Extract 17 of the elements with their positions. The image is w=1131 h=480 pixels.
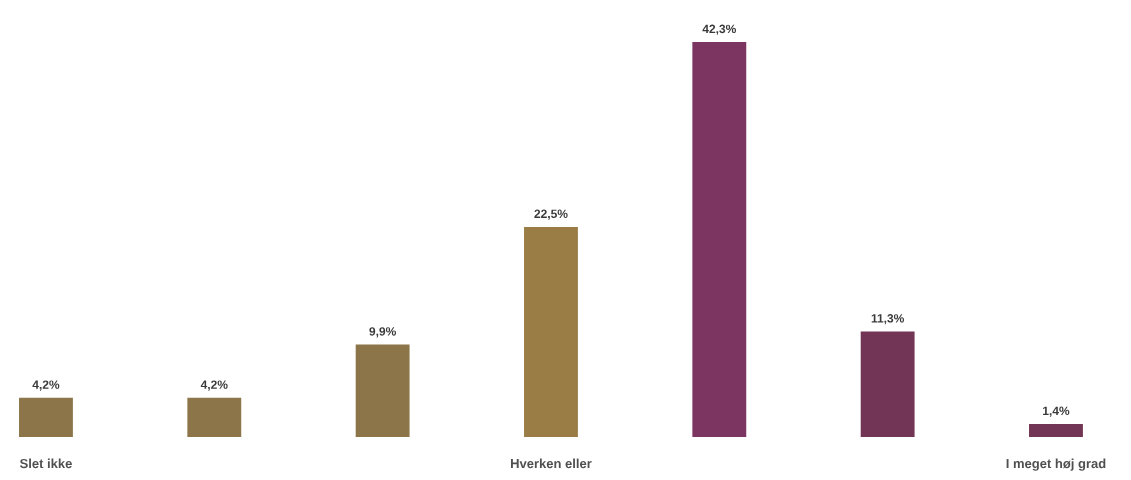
data-label: 9,9% <box>369 327 396 338</box>
data-label: 4,2% <box>200 380 228 391</box>
data-label: 42,3% <box>702 24 736 35</box>
bar <box>355 344 410 437</box>
data-label: 1,4% <box>1043 406 1070 417</box>
bar <box>860 331 915 437</box>
data-label: 4,2% <box>32 380 60 391</box>
bar <box>19 397 73 437</box>
x-tick-label: I meget høj grad <box>1006 458 1106 471</box>
bar <box>524 226 578 437</box>
data-label: 22,5% <box>534 209 568 220</box>
x-tick-label: Slet ikke <box>19 458 72 469</box>
bar <box>1029 423 1083 437</box>
bar <box>692 42 747 437</box>
x-tick-label: Hverken eller <box>511 458 592 469</box>
bar <box>187 397 242 437</box>
data-label: 11,3% <box>871 314 904 325</box>
